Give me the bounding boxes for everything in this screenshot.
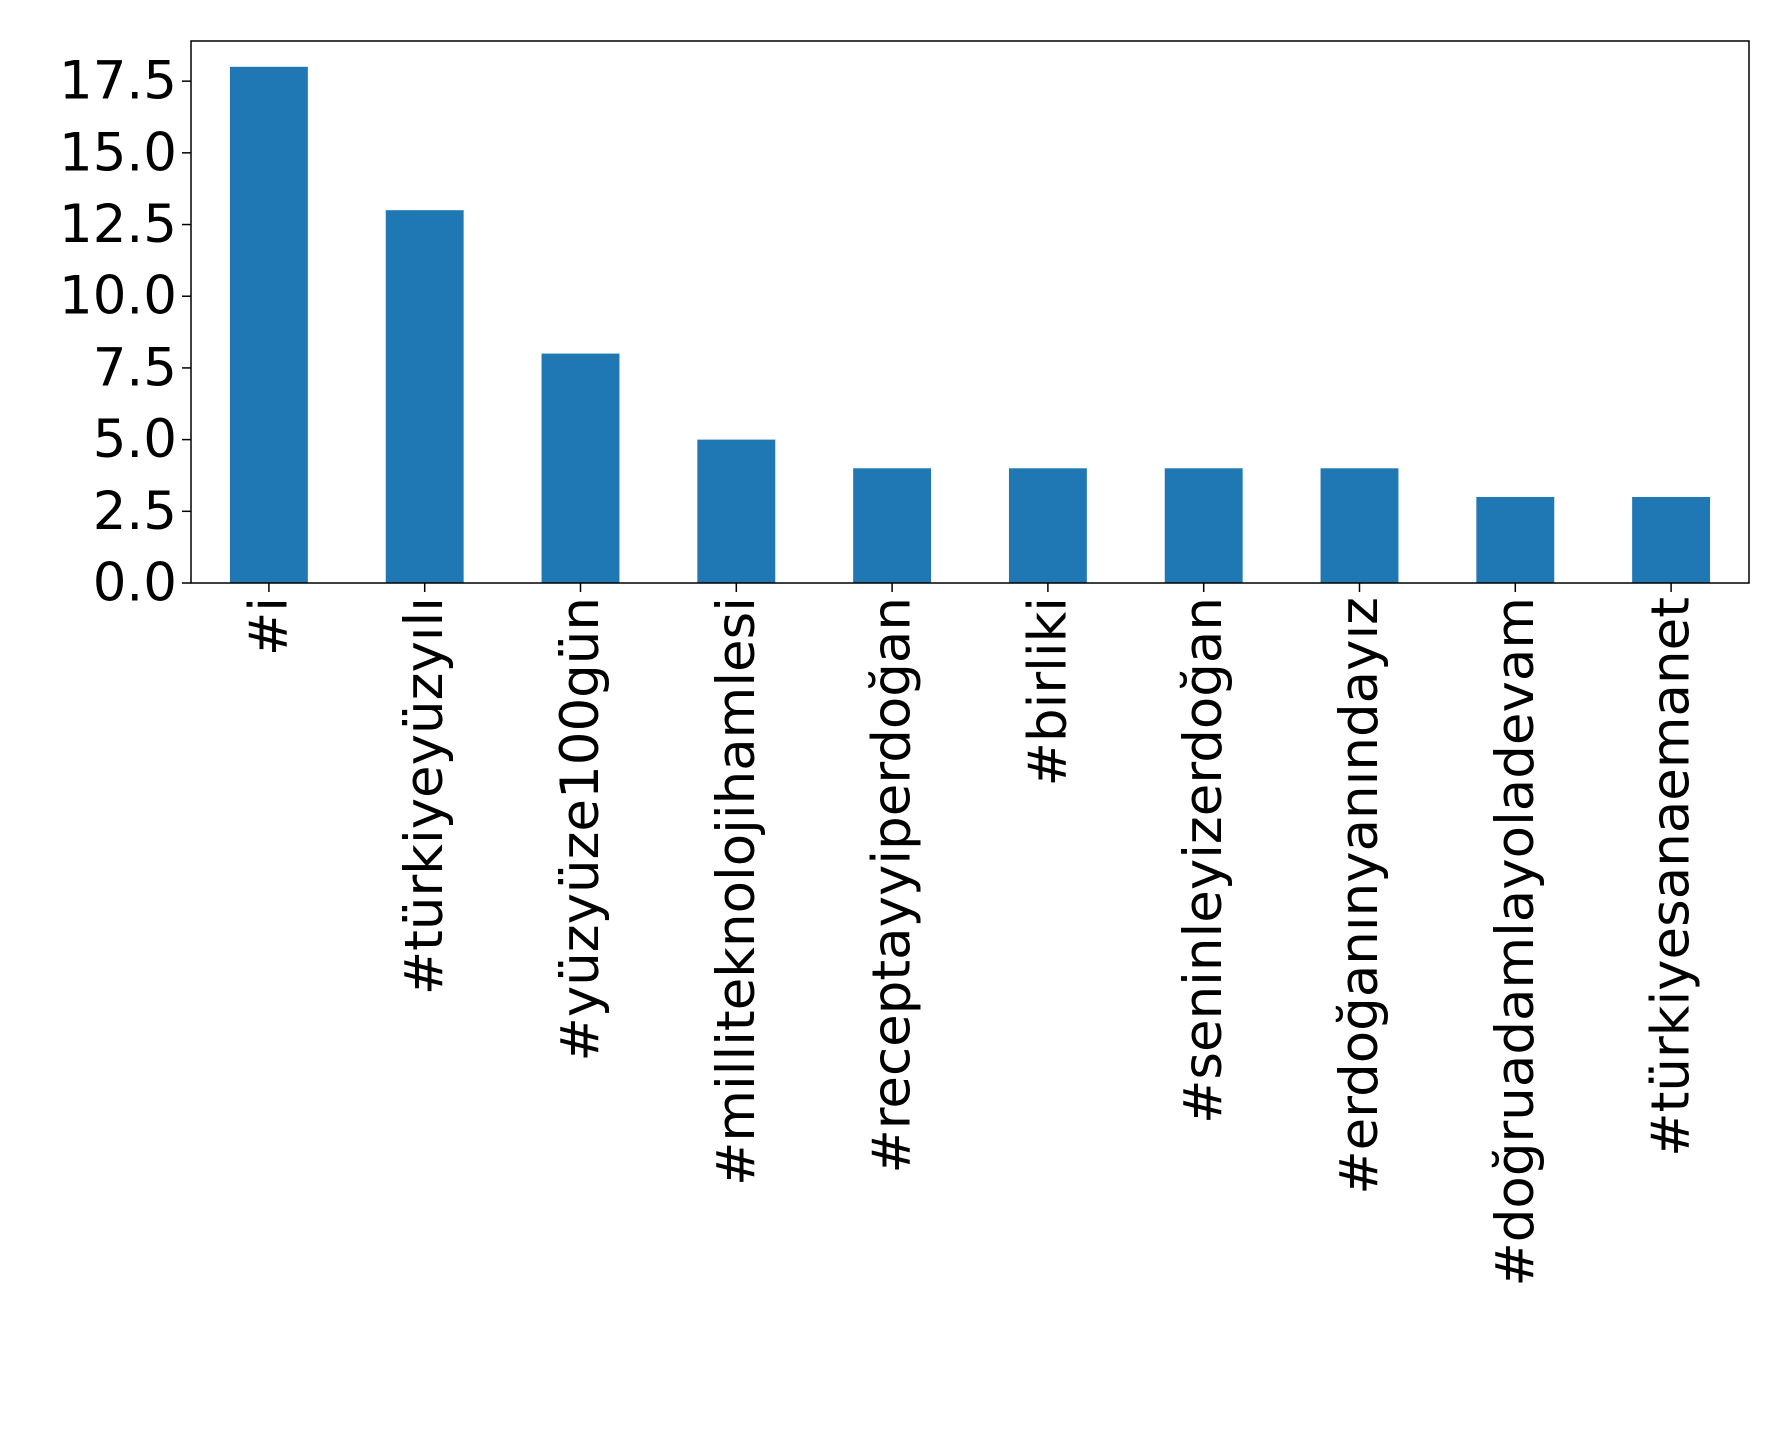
bar-3 <box>541 353 620 583</box>
bar-8 <box>1320 468 1399 583</box>
bar-6 <box>1008 468 1087 583</box>
y-tick-label: 17.5 <box>59 51 177 112</box>
y-tick-label: 0.0 <box>93 553 177 614</box>
bar-9 <box>1476 496 1555 583</box>
y-tick-label: 7.5 <box>93 337 177 398</box>
y-axis: 0.0 2.5 5.0 7.5 10.0 12.5 15.0 17.5 <box>59 51 191 614</box>
bar-4 <box>697 439 776 583</box>
x-tick-label: #milliteknolojihamlesi <box>706 597 767 1186</box>
x-tick-label: #doğruadamlayoladevam <box>1485 597 1546 1287</box>
bars-group <box>229 66 1711 584</box>
x-tick-label: #seninleyizerdoğan <box>1173 597 1234 1124</box>
y-tick-label: 5.0 <box>93 409 177 470</box>
y-tick-label: 10.0 <box>59 266 177 327</box>
y-tick-label: 12.5 <box>59 194 177 255</box>
x-tick-label: #türkiyeyüzyılı <box>394 597 455 995</box>
y-tick-label: 15.0 <box>59 122 177 183</box>
x-tick-label: #birliki <box>1017 597 1078 786</box>
bar-1 <box>229 66 308 584</box>
bar-10 <box>1632 496 1711 583</box>
x-axis: #i #türkiyeyüzyılı #yüzyüze100gün #millitek… <box>238 583 1702 1287</box>
bar-2 <box>385 210 464 583</box>
x-tick-label: #receptayyiperdoğan <box>862 597 923 1174</box>
x-tick-label: #yüzyüze100gün <box>550 597 611 1062</box>
bar-5 <box>853 468 932 583</box>
x-tick-label: #i <box>238 597 299 656</box>
plot-frame <box>190 40 1750 584</box>
bar-7 <box>1164 468 1243 583</box>
x-tick-label: #türkiyesanaemanet <box>1641 597 1702 1157</box>
y-tick-label: 2.5 <box>93 481 177 542</box>
x-tick-label: #erdoğanınyanındayız <box>1329 597 1390 1195</box>
